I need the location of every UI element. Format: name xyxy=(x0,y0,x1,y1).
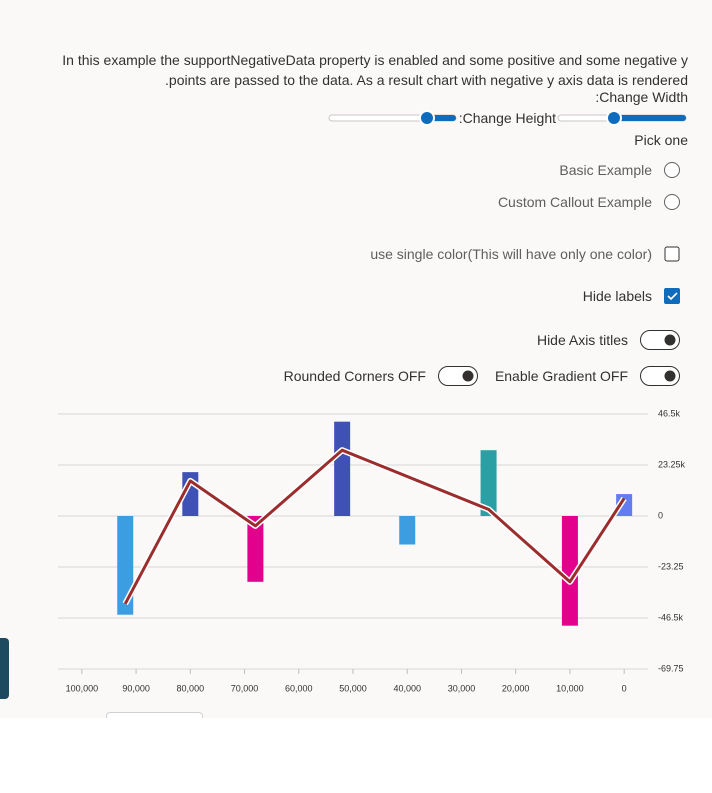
y-tick-label: 0 xyxy=(658,510,663,520)
bar xyxy=(334,421,351,516)
label: Change Height: xyxy=(458,110,556,126)
controls-shapes xyxy=(328,110,687,386)
x-tick-label: 70,000 xyxy=(231,683,259,693)
toggle-label[interactable]: Rounded Corners OFF xyxy=(283,368,426,384)
x-tick-label: 20,000 xyxy=(502,683,530,693)
description: In this example the supportNegativeData … xyxy=(62,52,688,88)
label: Change Width: xyxy=(595,89,688,105)
y-tick-label: -69.75 xyxy=(658,663,684,673)
slider-thumb[interactable] xyxy=(419,110,435,126)
y-tick-label: 46.5k xyxy=(658,408,681,418)
chart: 46.5k 23.25k 0 -23.25 -46.5k -69.75 100,000 90,… xyxy=(58,408,686,693)
radio-label[interactable]: Custom Callout Example xyxy=(497,194,652,210)
footer xyxy=(0,718,712,793)
x-tick-label: 40,000 xyxy=(393,683,421,693)
toggle-knob xyxy=(664,334,676,346)
x-tick-label: 0 xyxy=(622,683,627,693)
checkbox-label[interactable]: Hide labels xyxy=(582,288,652,304)
line-outline xyxy=(122,447,627,606)
slider-fill xyxy=(608,115,686,121)
line xyxy=(123,448,626,605)
radio[interactable] xyxy=(664,194,680,210)
y-tick-label: -23.25 xyxy=(658,561,684,571)
toggle-label[interactable]: Enable Gradient OFF xyxy=(494,368,628,384)
radio-label[interactable]: Basic Example xyxy=(559,162,652,178)
check-mark xyxy=(667,292,678,301)
bar xyxy=(247,516,264,582)
toggle-label[interactable]: Hide Axis titles xyxy=(536,332,628,348)
y-tick-label: -46.5k xyxy=(658,612,684,622)
bar xyxy=(561,516,578,626)
radio[interactable] xyxy=(664,162,680,178)
checkbox[interactable] xyxy=(664,288,680,304)
checkbox-label[interactable]: use single color(This will have only one… xyxy=(370,246,652,262)
slider-thumb[interactable] xyxy=(606,110,622,126)
y-tick-label: 23.25k xyxy=(658,459,686,469)
toggle-knob xyxy=(664,370,676,382)
bar xyxy=(399,516,416,545)
x-tick-label: 10,000 xyxy=(556,683,584,693)
x-tick-label: 100,000 xyxy=(66,683,99,693)
x-tick-label: 90,000 xyxy=(122,683,150,693)
x-tick-label: 80,000 xyxy=(177,683,205,693)
x-tick-label: 60,000 xyxy=(285,683,313,693)
label: Pick one xyxy=(634,132,688,148)
x-tick-label: 30,000 xyxy=(448,683,476,693)
toggle-knob xyxy=(462,370,474,382)
x-tick-label: 50,000 xyxy=(339,683,367,693)
side-tab[interactable] xyxy=(0,638,9,699)
checkbox[interactable] xyxy=(664,246,680,262)
bar xyxy=(480,450,497,516)
